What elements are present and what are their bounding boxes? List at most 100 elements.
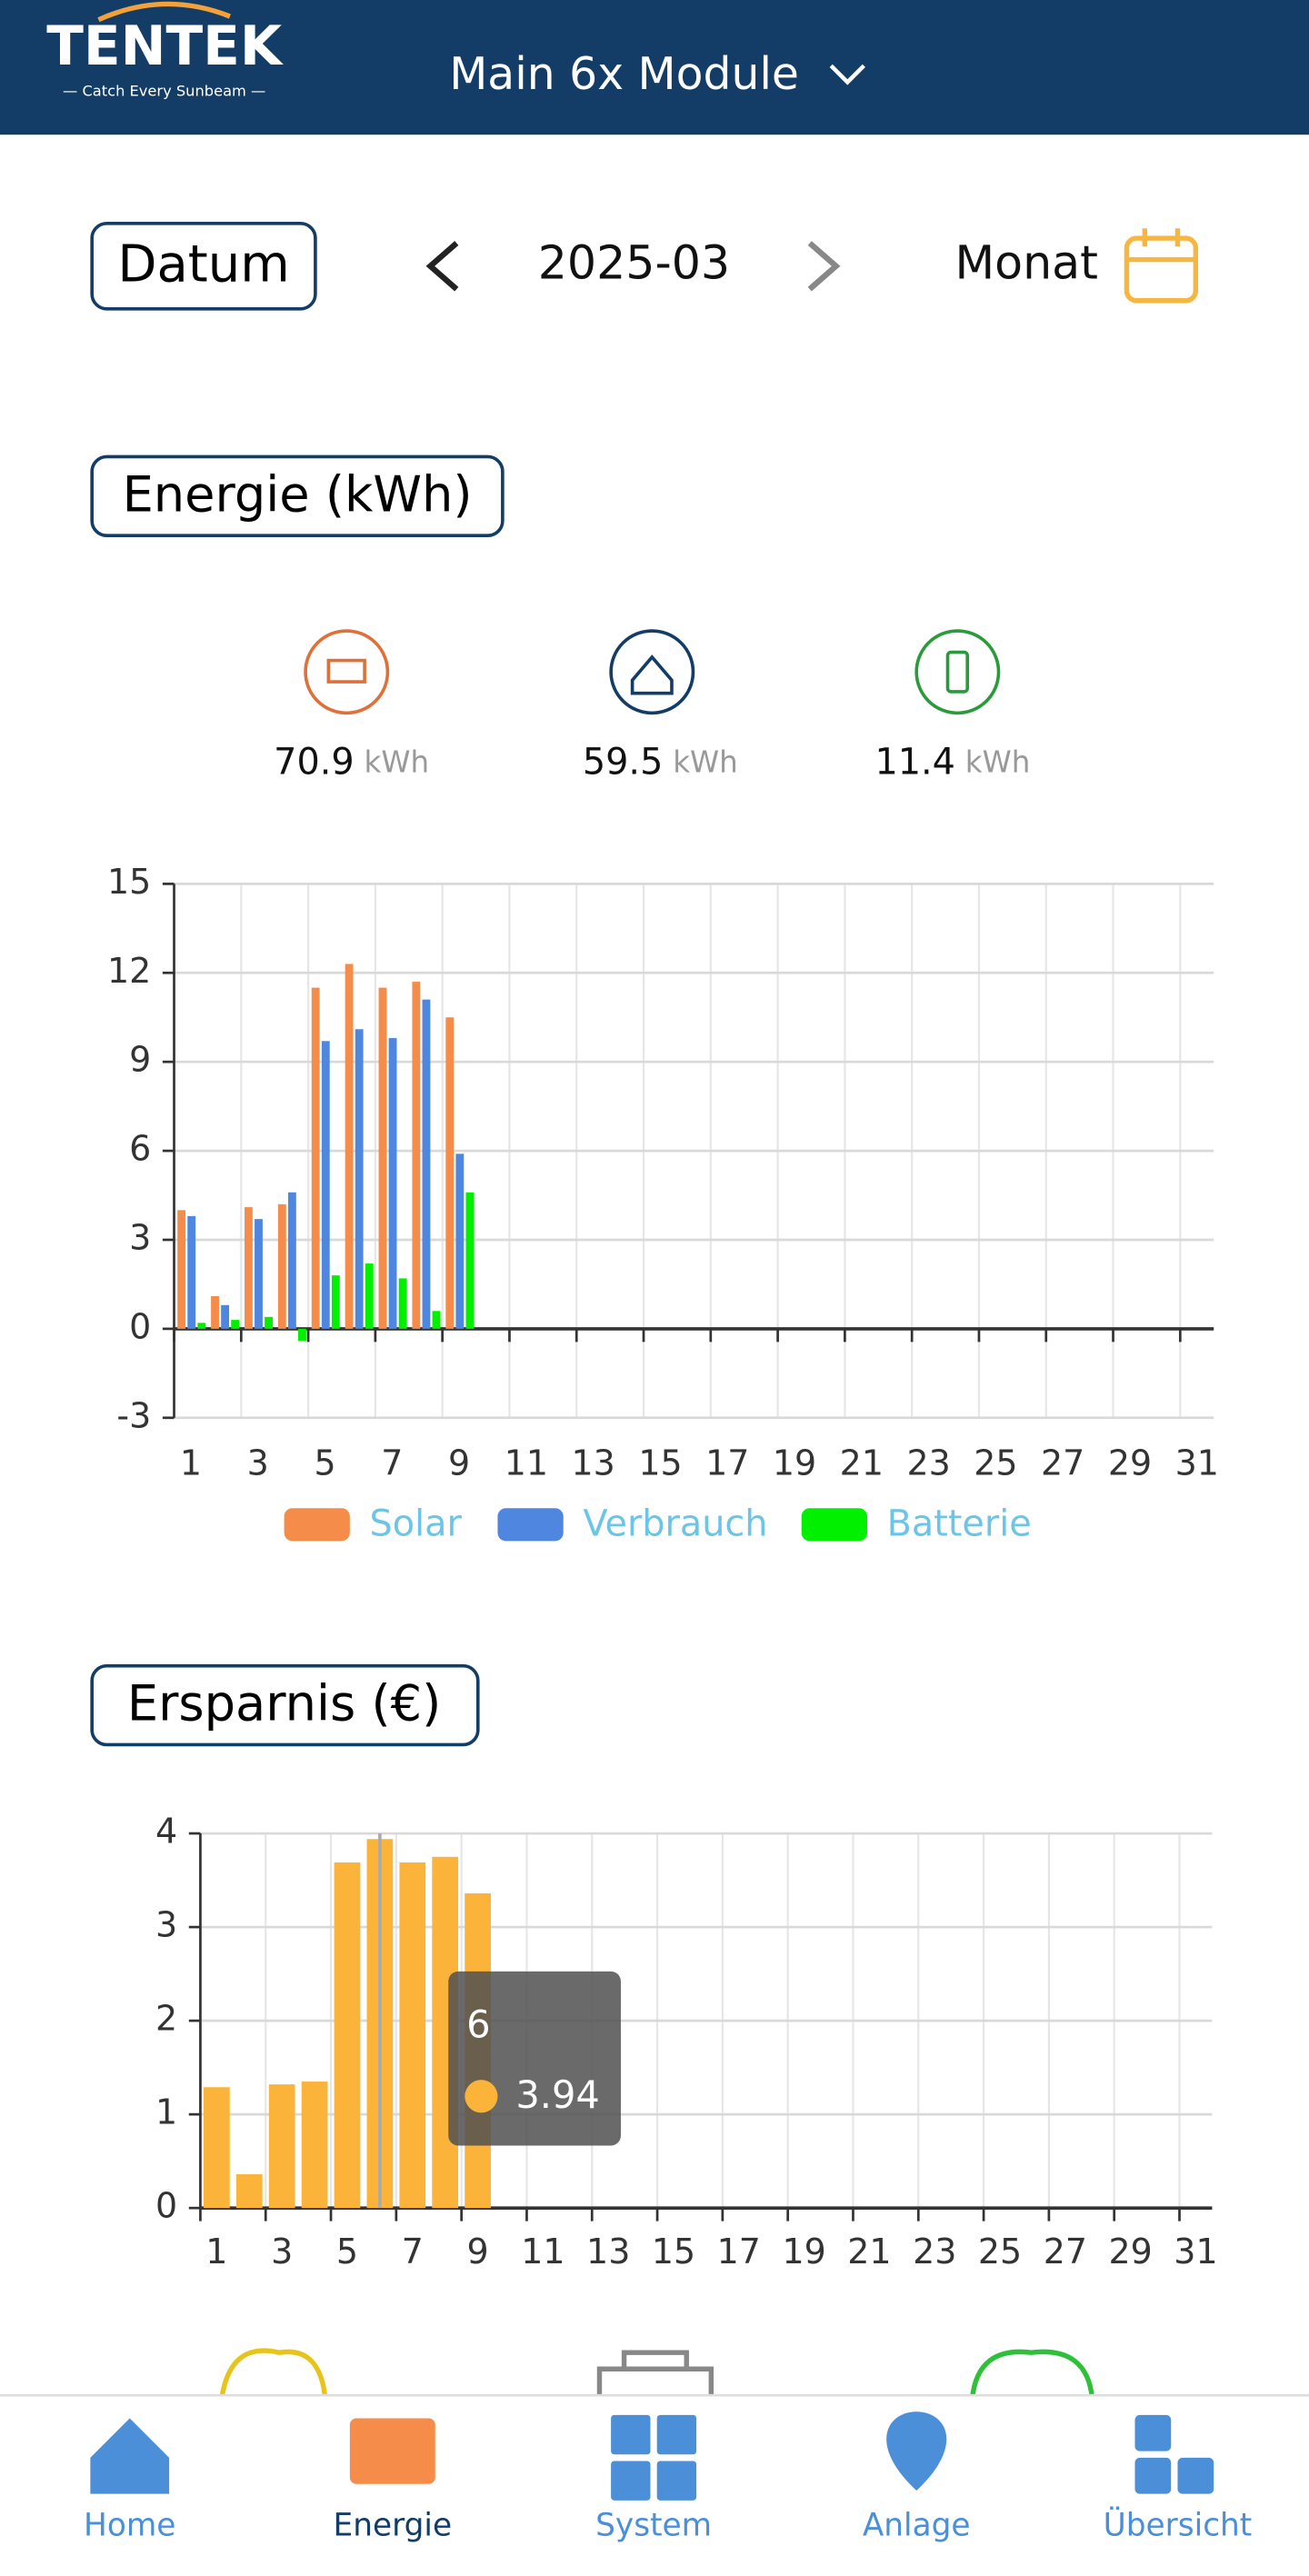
x-tick-label: 13 (572, 1443, 615, 1483)
nav-label: Home (84, 2507, 175, 2543)
bar (465, 1192, 475, 1329)
tagline: — Catch Every Sunbeam — (63, 83, 265, 100)
partial-icon (219, 2348, 328, 2400)
home-icon (609, 629, 695, 715)
nav-item[interactable]: Home (84, 2418, 175, 2543)
x-tick-label: 7 (402, 2232, 424, 2271)
next-button[interactable] (807, 241, 841, 292)
battery-shape (945, 650, 969, 694)
x-tick-label: 15 (652, 2232, 695, 2271)
legend-label[interactable]: Batterie (887, 1503, 1032, 1545)
y-tick-label: 3 (155, 1905, 177, 1945)
legend-swatch[interactable] (284, 1508, 350, 1542)
x-tick-label: 11 (521, 2232, 565, 2271)
y-tick-label: 3 (129, 1217, 151, 1257)
bar (455, 1153, 465, 1329)
section-title-box (90, 1663, 480, 1747)
date-value: 2025-03 (538, 235, 730, 289)
x-tick-label: 17 (705, 1443, 749, 1483)
nav-label: Energie (334, 2507, 453, 2543)
nav-icon (1177, 2457, 1214, 2494)
y-tick-label: 0 (155, 2186, 177, 2226)
logo: TENTEK (46, 15, 285, 78)
y-tick-label: 0 (129, 1306, 151, 1346)
summary-value: 70.9 kWh (274, 741, 429, 783)
bar (298, 1328, 306, 1341)
x-tick-label: 9 (467, 2232, 489, 2271)
x-tick-label: 23 (906, 1443, 950, 1483)
nav-label: Anlage (863, 2507, 971, 2543)
bar (301, 2082, 328, 2209)
battery-icon (914, 629, 1001, 715)
bar (355, 1029, 364, 1329)
bar (211, 1295, 219, 1329)
section-title-box (90, 454, 505, 538)
legend-label[interactable]: Solar (370, 1503, 463, 1545)
tooltip-category: 6 (466, 2002, 490, 2046)
x-tick-label: 17 (717, 2232, 761, 2271)
date-label-box (90, 221, 317, 311)
section-title: Energie (kWh) (123, 465, 473, 523)
y-tick-label: 1 (155, 2092, 177, 2132)
nav-icon (1134, 2457, 1172, 2494)
partial-icon (596, 2350, 714, 2399)
unit: kWh (365, 744, 430, 779)
y-tick-label: 2 (155, 1999, 177, 2039)
nav-icon (611, 2461, 651, 2501)
dropdown-icon[interactable] (829, 64, 865, 85)
nav-item[interactable]: Anlage (863, 2411, 971, 2543)
bar (221, 1304, 230, 1329)
nav-icon (349, 2418, 435, 2484)
partial-icon (969, 2349, 1095, 2400)
bar (422, 999, 431, 1329)
nav-icon (90, 2418, 170, 2494)
y-tick-label: -3 (116, 1395, 151, 1435)
x-tick-label: 27 (1041, 1443, 1084, 1483)
bar (398, 1278, 407, 1329)
nav-icon (1134, 2414, 1172, 2451)
x-tick-label: 21 (847, 2232, 891, 2271)
bar (187, 1215, 196, 1329)
unit: kWh (673, 744, 738, 779)
tooltip-value: 3.94 (515, 2072, 599, 2117)
nav-icon (611, 2414, 651, 2455)
bar (268, 2084, 295, 2209)
home-shape (630, 654, 674, 695)
x-tick-label: 27 (1044, 2232, 1087, 2271)
nav-label: Übersicht (1104, 2506, 1253, 2543)
x-tick-label: 13 (586, 2232, 630, 2271)
logo-arc (97, 1, 231, 23)
section-title: Ersparnis (€) (127, 1675, 441, 1732)
legend-swatch[interactable] (497, 1508, 564, 1542)
nav-item[interactable]: Übersicht (1104, 2414, 1253, 2543)
solar-panel (326, 658, 366, 684)
value: 11.4 (874, 741, 955, 783)
summary-value: 59.5 kWh (583, 741, 738, 783)
prev-button[interactable] (425, 241, 459, 292)
bar (311, 987, 320, 1329)
x-tick-label: 15 (638, 1443, 682, 1483)
value: 70.9 (274, 741, 355, 783)
calendar-icon[interactable] (1124, 228, 1199, 304)
y-tick-label: 4 (155, 1812, 177, 1852)
nav-items: Home Energie System Anlage Übersicht (84, 2411, 1252, 2543)
x-tick-label: 5 (314, 1443, 335, 1483)
bar (265, 1316, 273, 1329)
period-label[interactable]: Monat (955, 235, 1098, 289)
legend-swatch[interactable] (801, 1508, 867, 1542)
value: 59.5 (583, 741, 664, 783)
header-bar (0, 0, 1309, 135)
date-label: Datum (117, 235, 289, 295)
bar (177, 1210, 186, 1329)
calendar-frame (1124, 235, 1199, 304)
legend-label[interactable]: Verbrauch (583, 1503, 767, 1545)
nav-item[interactable]: Energie (334, 2418, 453, 2543)
device-selector[interactable]: Main 6x Module (449, 48, 799, 100)
x-tick-label: 31 (1174, 2232, 1217, 2271)
x-tick-label: 23 (913, 2232, 956, 2271)
x-tick-label: 19 (782, 2232, 825, 2271)
nav-item[interactable]: System (595, 2414, 712, 2543)
y-tick-label: 9 (129, 1040, 151, 1080)
x-tick-label: 11 (505, 1443, 548, 1483)
